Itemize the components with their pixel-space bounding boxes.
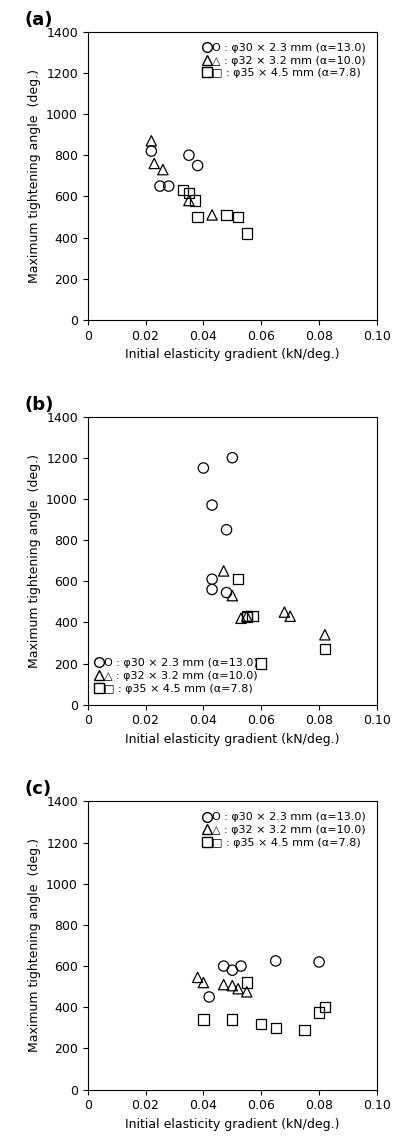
Text: (b): (b) [24, 395, 53, 413]
Point [280, 603, 287, 621]
Point [257, 654, 264, 673]
Point [243, 973, 249, 991]
Text: (a): (a) [24, 10, 53, 29]
X-axis label: Initial elasticity gradient (kN/deg.): Initial elasticity gradient (kN/deg.) [125, 348, 339, 361]
Point [185, 146, 192, 164]
Point [220, 975, 226, 994]
Point [200, 459, 206, 477]
Point [209, 496, 215, 514]
Point [315, 1004, 322, 1022]
Point [180, 182, 186, 200]
Y-axis label: Maximum tightening angle  (deg.): Maximum tightening angle (deg.) [28, 453, 41, 668]
Legend: O : φ30 × 2.3 mm (α=13.0), △ : φ32 × 3.2 mm (α=10.0), □ : φ35 × 4.5 mm (α=7.8): O : φ30 × 2.3 mm (α=13.0), △ : φ32 × 3.2… [93, 652, 263, 699]
Point [223, 206, 229, 224]
Legend: O : φ30 × 2.3 mm (α=13.0), △ : φ32 × 3.2 mm (α=10.0), □ : φ35 × 4.5 mm (α=7.8): O : φ30 × 2.3 mm (α=13.0), △ : φ32 × 3.2… [200, 807, 371, 853]
Point [321, 626, 327, 644]
Point [209, 570, 215, 588]
X-axis label: Initial elasticity gradient (kN/deg.): Initial elasticity gradient (kN/deg.) [125, 1118, 339, 1131]
Point [185, 184, 192, 202]
Point [220, 957, 226, 975]
Point [194, 968, 200, 987]
Point [223, 584, 229, 602]
Point [249, 608, 255, 626]
Y-axis label: Maximum tightening angle  (deg.): Maximum tightening angle (deg.) [28, 69, 41, 283]
Point [229, 962, 235, 980]
X-axis label: Initial elasticity gradient (kN/deg.): Initial elasticity gradient (kN/deg.) [125, 733, 339, 746]
Point [272, 951, 278, 970]
Point [229, 449, 235, 467]
Text: (c): (c) [24, 780, 51, 798]
Point [148, 131, 154, 150]
Point [200, 1011, 206, 1029]
Legend: O : φ30 × 2.3 mm (α=13.0), △ : φ32 × 3.2 mm (α=10.0), □ : φ35 × 4.5 mm (α=7.8): O : φ30 × 2.3 mm (α=13.0), △ : φ32 × 3.2… [200, 38, 371, 83]
Point [220, 562, 226, 580]
Point [321, 640, 327, 658]
Point [209, 580, 215, 598]
Point [315, 952, 322, 971]
Point [286, 608, 293, 626]
Point [156, 177, 163, 195]
Point [234, 570, 241, 588]
Point [205, 988, 212, 1006]
Point [223, 521, 229, 539]
Point [185, 192, 192, 210]
Point [243, 609, 249, 627]
Point [194, 208, 200, 226]
Point [200, 973, 206, 991]
Point [237, 957, 244, 975]
Point [229, 587, 235, 605]
Point [243, 608, 249, 626]
Point [165, 177, 172, 195]
Point [209, 206, 215, 224]
Point [257, 1014, 264, 1032]
Point [321, 998, 327, 1016]
Y-axis label: Maximum tightening angle  (deg.): Maximum tightening angle (deg.) [28, 838, 41, 1053]
Point [243, 224, 249, 242]
Point [229, 1011, 235, 1029]
Point [243, 982, 249, 1000]
Point [148, 142, 154, 160]
Point [159, 161, 166, 179]
Point [191, 192, 197, 210]
Point [234, 208, 241, 226]
Point [229, 976, 235, 995]
Point [272, 1019, 278, 1037]
Point [237, 609, 244, 627]
Point [243, 608, 249, 626]
Point [234, 980, 241, 998]
Point [151, 154, 157, 172]
Point [301, 1021, 307, 1039]
Point [194, 156, 200, 175]
